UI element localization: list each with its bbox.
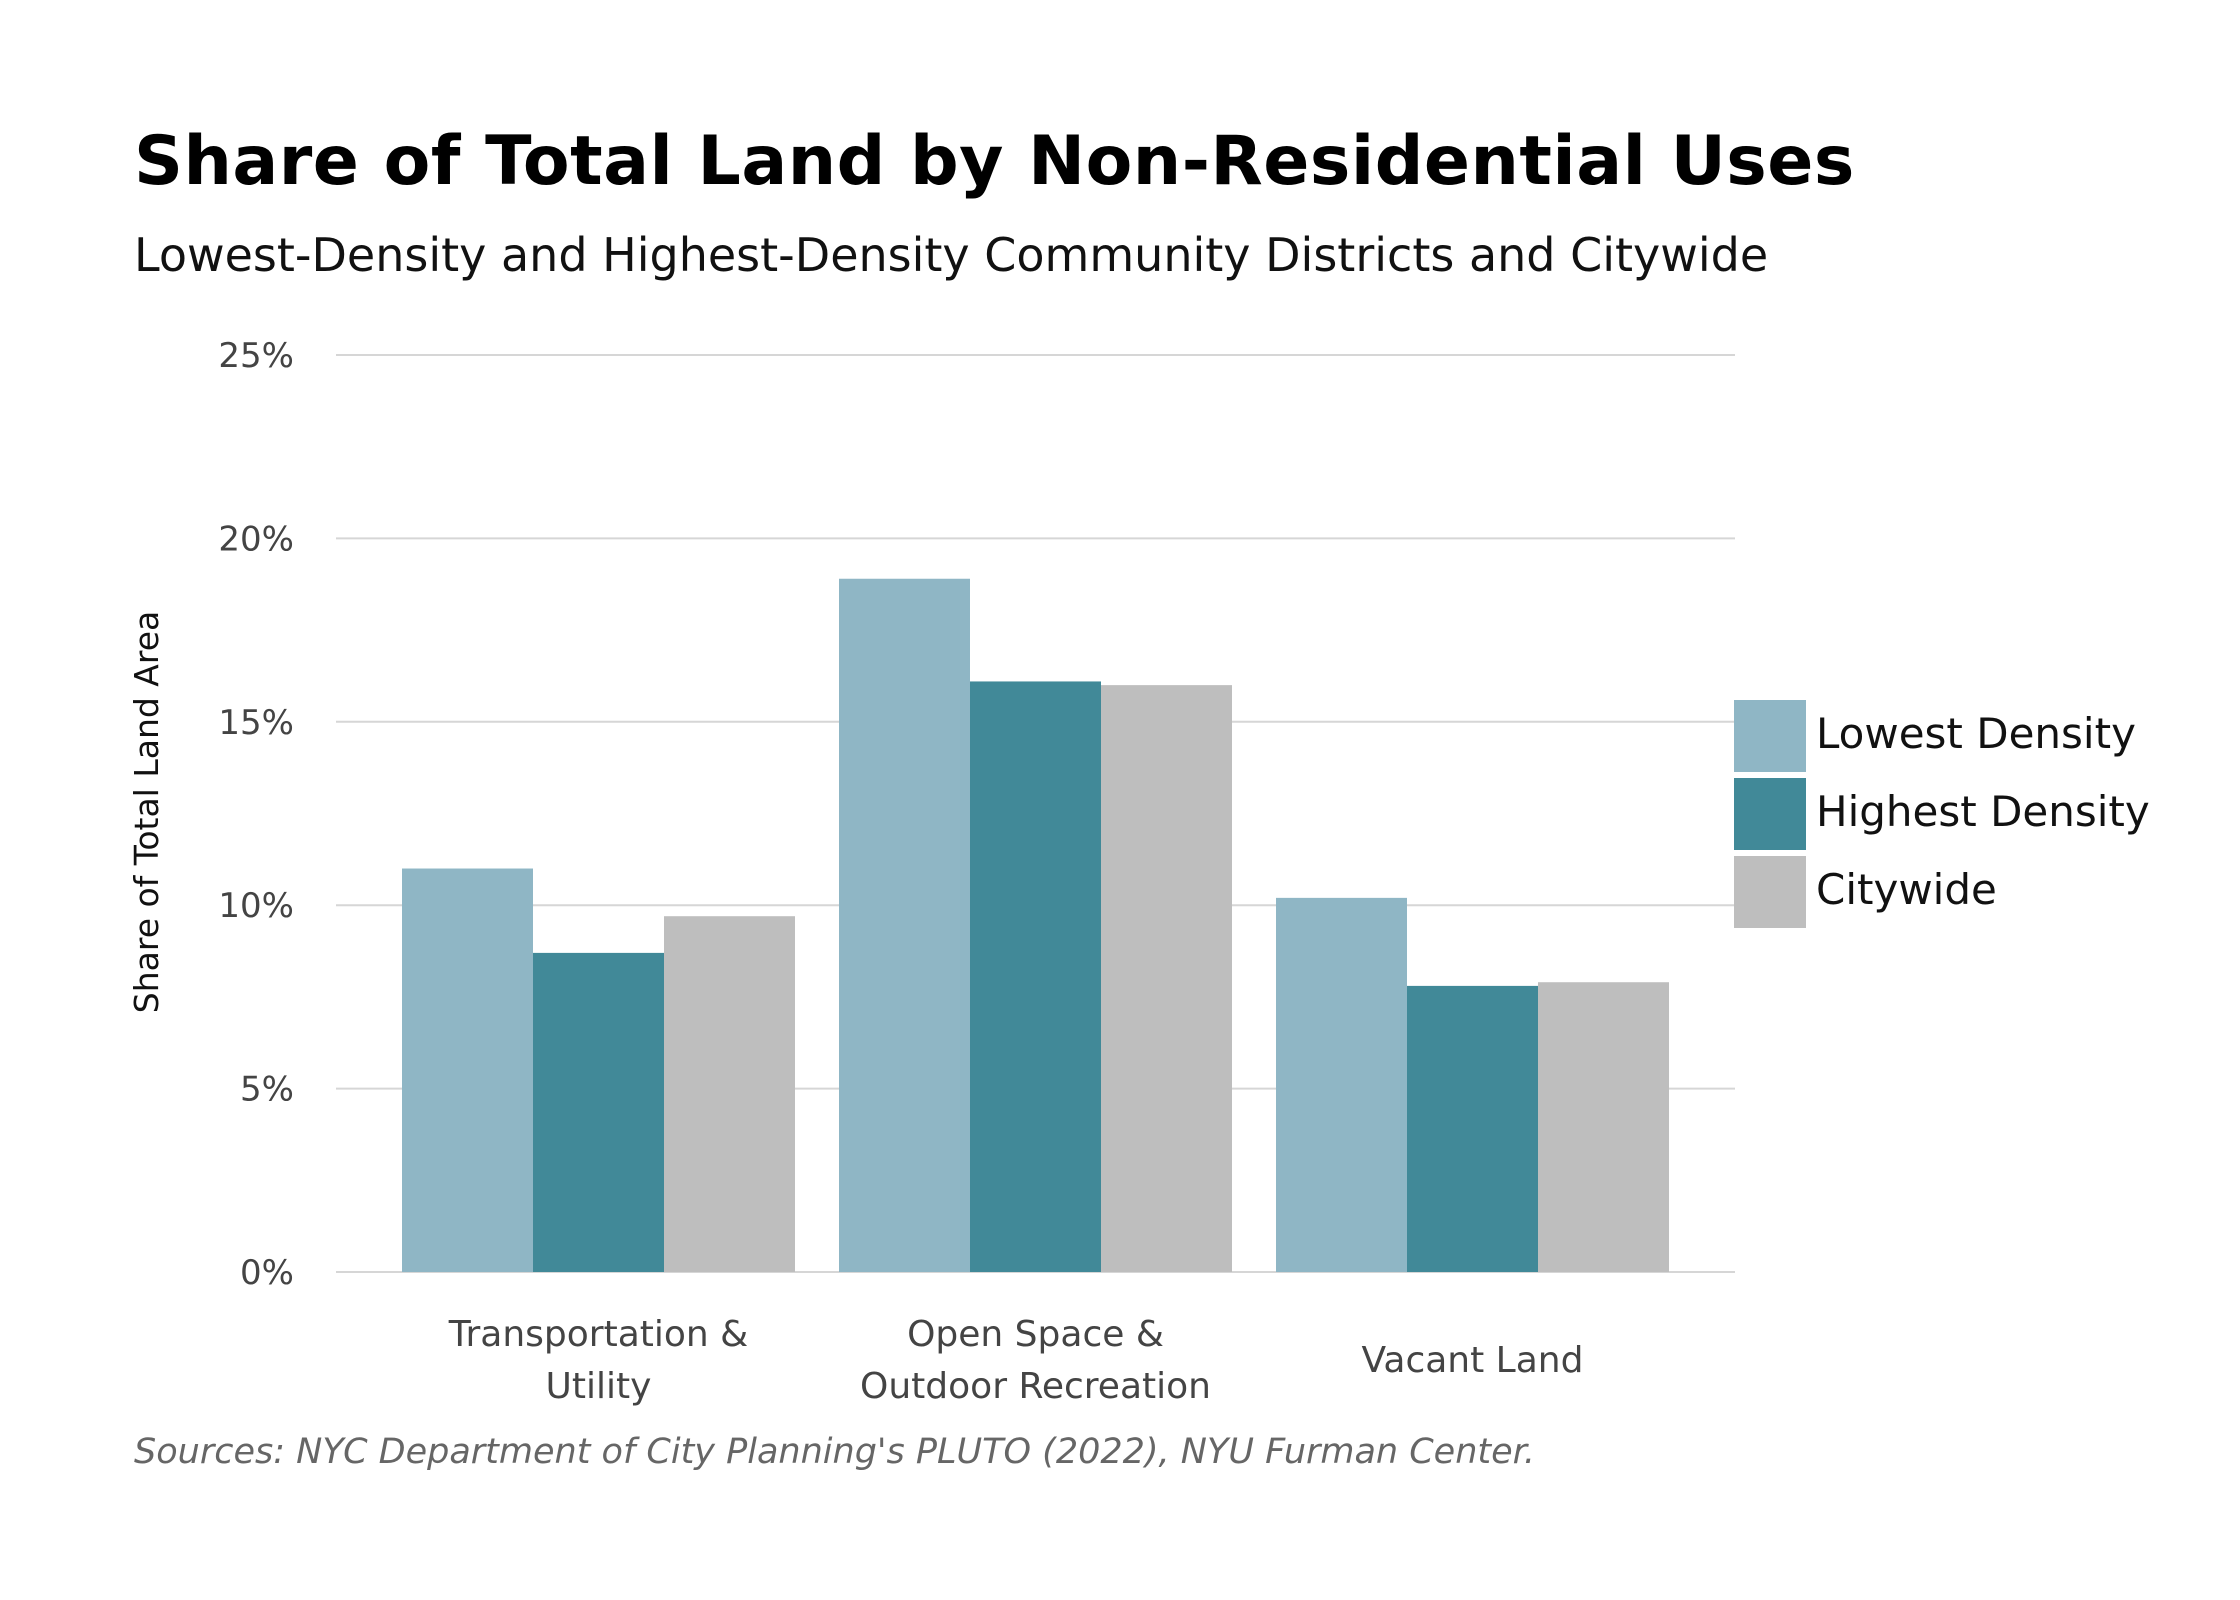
legend-label: Lowest Density bbox=[1816, 709, 2136, 758]
bar bbox=[402, 868, 533, 1272]
x-category-label: Outdoor Recreation bbox=[860, 1366, 1211, 1407]
bars bbox=[402, 578, 1669, 1272]
legend-swatch bbox=[1734, 778, 1806, 850]
bar bbox=[1407, 985, 1538, 1272]
bar bbox=[970, 681, 1101, 1272]
y-axis-label: Share of Total Land Area bbox=[127, 611, 166, 1013]
y-tick-label: 10% bbox=[218, 886, 294, 926]
x-category-label: Vacant Land bbox=[1362, 1340, 1584, 1381]
y-tick-label: 25% bbox=[218, 336, 294, 376]
y-axis-ticks: 0% 5% 10% 15% 20% 25% bbox=[218, 336, 294, 1293]
bar bbox=[839, 578, 970, 1272]
y-tick-label: 15% bbox=[218, 703, 294, 743]
legend-swatch bbox=[1734, 856, 1806, 928]
legend-label: Citywide bbox=[1816, 865, 1997, 914]
bar bbox=[664, 916, 795, 1272]
x-category-label: Utility bbox=[546, 1366, 652, 1407]
y-tick-label: 20% bbox=[218, 519, 294, 559]
bar bbox=[1538, 982, 1669, 1272]
legend-item: Highest Density bbox=[1734, 778, 2214, 850]
chart-subtitle: Lowest-Density and Highest-Density Commu… bbox=[134, 228, 1769, 282]
legend-item: Citywide bbox=[1734, 856, 2214, 928]
x-axis-category-labels: Transportation & Utility Open Space & Outdo… bbox=[448, 1314, 1584, 1407]
x-category-label: Open Space & bbox=[907, 1314, 1164, 1355]
legend-label: Highest Density bbox=[1816, 787, 2150, 836]
y-tick-label: 0% bbox=[240, 1253, 294, 1293]
bar bbox=[1101, 685, 1232, 1272]
chart-title: Share of Total Land by Non-Residential U… bbox=[134, 122, 1855, 201]
legend-item: Lowest Density bbox=[1734, 700, 2214, 772]
x-category-label: Transportation & bbox=[448, 1314, 748, 1355]
bar bbox=[533, 952, 664, 1272]
y-tick-label: 5% bbox=[240, 1070, 294, 1110]
bar bbox=[1276, 897, 1407, 1272]
legend-swatch bbox=[1734, 700, 1806, 772]
source-note: Sources: NYC Department of City Planning… bbox=[134, 1432, 1535, 1472]
